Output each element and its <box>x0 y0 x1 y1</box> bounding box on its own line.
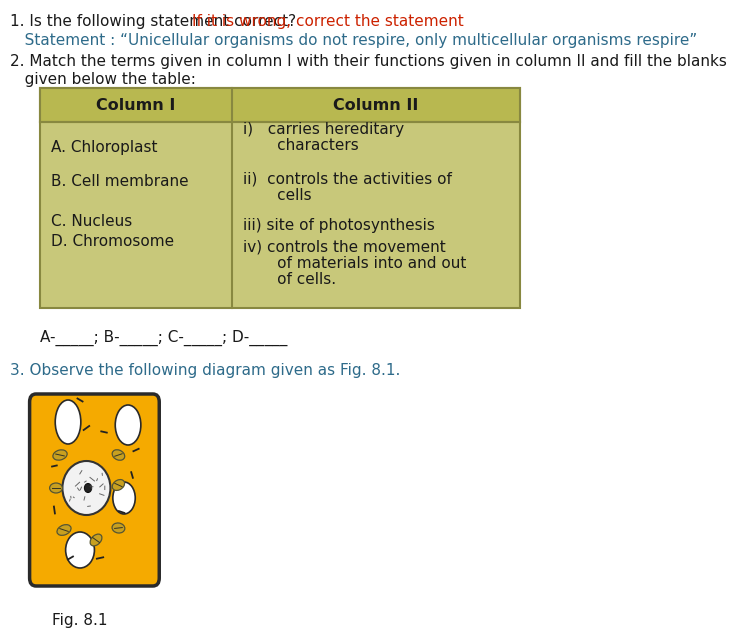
Text: If it is wrong, correct the statement: If it is wrong, correct the statement <box>192 14 464 29</box>
Ellipse shape <box>115 405 141 445</box>
Text: of cells.: of cells. <box>244 272 337 287</box>
Ellipse shape <box>66 532 95 568</box>
Text: Column I: Column I <box>96 97 176 113</box>
Text: 3. Observe the following diagram given as Fig. 8.1.: 3. Observe the following diagram given a… <box>10 363 400 378</box>
Text: C. Nucleus: C. Nucleus <box>51 214 133 229</box>
Text: characters: characters <box>244 138 359 153</box>
Bar <box>40 88 520 308</box>
Text: Column II: Column II <box>334 97 419 113</box>
FancyBboxPatch shape <box>30 394 159 586</box>
Text: D. Chromosome: D. Chromosome <box>51 234 174 249</box>
Ellipse shape <box>53 450 67 460</box>
Ellipse shape <box>112 480 124 491</box>
Text: given below the table:: given below the table: <box>10 72 195 87</box>
Text: A-_____; B-_____; C-_____; D-_____: A-_____; B-_____; C-_____; D-_____ <box>40 330 288 346</box>
Text: ii)  controls the activities of: ii) controls the activities of <box>244 172 452 187</box>
Bar <box>40 88 520 122</box>
Ellipse shape <box>84 484 92 492</box>
Text: i)   carries hereditary: i) carries hereditary <box>244 122 405 137</box>
Ellipse shape <box>50 483 63 493</box>
Text: A. Chloroplast: A. Chloroplast <box>51 140 158 155</box>
Ellipse shape <box>90 534 102 546</box>
Text: 2. Match the terms given in column I with their functions given in column II and: 2. Match the terms given in column I wit… <box>10 54 726 69</box>
Text: of materials into and out: of materials into and out <box>244 256 466 271</box>
Text: 1. Is the following statement correct?: 1. Is the following statement correct? <box>10 14 300 29</box>
Ellipse shape <box>57 525 71 536</box>
Text: iv) controls the movement: iv) controls the movement <box>244 240 446 255</box>
Text: Fig. 8.1: Fig. 8.1 <box>52 613 107 628</box>
Ellipse shape <box>112 449 124 460</box>
Text: B. Cell membrane: B. Cell membrane <box>51 174 188 189</box>
Ellipse shape <box>112 523 125 533</box>
Text: Statement : “Unicellular organisms do not respire, only multicellular organisms : Statement : “Unicellular organisms do no… <box>10 33 697 48</box>
Ellipse shape <box>55 400 80 444</box>
Text: iii) site of photosynthesis: iii) site of photosynthesis <box>244 218 435 233</box>
Ellipse shape <box>112 482 136 514</box>
Ellipse shape <box>63 461 110 515</box>
Text: cells: cells <box>244 188 312 203</box>
